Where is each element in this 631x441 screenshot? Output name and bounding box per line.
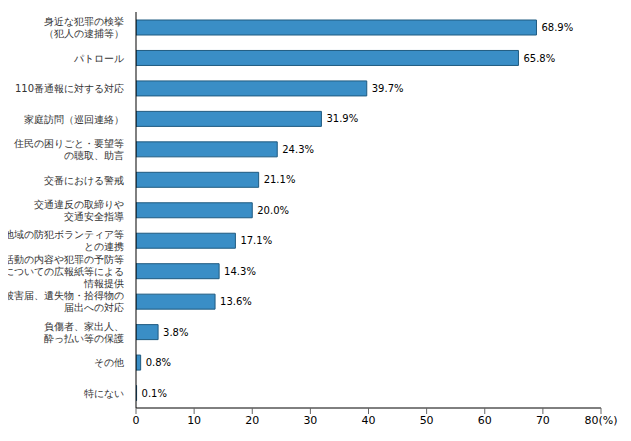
svg-text:負傷者、家出人、酔っ払い等の保護: 負傷者、家出人、酔っ払い等の保護 [44,321,124,344]
svg-text:交番における警戒: 交番における警戒 [44,175,124,186]
svg-text:家庭訪問（巡回連絡）: 家庭訪問（巡回連絡） [24,114,124,125]
svg-text:10: 10 [187,414,201,427]
svg-text:3.8%: 3.8% [163,327,188,338]
svg-text:0.8%: 0.8% [146,357,171,368]
svg-text:80(%): 80(%) [584,414,617,427]
svg-text:交通違反の取締りや交通安全指導: 交通違反の取締りや交通安全指導 [34,199,124,222]
svg-text:50: 50 [420,414,434,427]
svg-text:24.3%: 24.3% [282,144,314,155]
svg-text:住民の困りごと・要望等の聴取、助言: 住民の困りごと・要望等の聴取、助言 [14,138,124,161]
svg-text:40: 40 [362,414,376,427]
svg-text:0.1%: 0.1% [142,388,167,399]
svg-text:14.3%: 14.3% [224,266,256,277]
svg-text:20.0%: 20.0% [257,205,289,216]
svg-text:13.6%: 13.6% [220,296,252,307]
svg-text:パトロール: パトロール [73,53,124,64]
svg-text:活動の内容や犯罪の予防等についての広報紙等による情報提供: 活動の内容や犯罪の予防等についての広報紙等による情報提供 [8,254,124,289]
svg-text:60: 60 [478,414,492,427]
svg-text:地域の防犯ボランティア等との連携: 地域の防犯ボランティア等との連携 [8,229,124,252]
svg-text:39.7%: 39.7% [372,83,404,94]
svg-text:0: 0 [133,414,140,427]
svg-text:特にない: 特にない [84,388,124,399]
svg-text:30: 30 [303,414,317,427]
svg-text:21.1%: 21.1% [264,174,296,185]
svg-text:31.9%: 31.9% [326,113,358,124]
svg-text:17.1%: 17.1% [240,235,272,246]
svg-text:110番通報に対する対応: 110番通報に対する対応 [15,83,124,94]
svg-text:その他: その他 [94,357,124,368]
svg-text:20: 20 [245,414,259,427]
svg-text:身近な犯罪の検挙（犯人の逮捕等）: 身近な犯罪の検挙（犯人の逮捕等） [44,16,124,39]
svg-text:68.9%: 68.9% [541,22,573,33]
svg-text:65.8%: 65.8% [523,53,555,64]
svg-text:70: 70 [536,414,550,427]
svg-text:被害届、遺失物・拾得物の届出への対応: 被害届、遺失物・拾得物の届出への対応 [8,290,124,313]
